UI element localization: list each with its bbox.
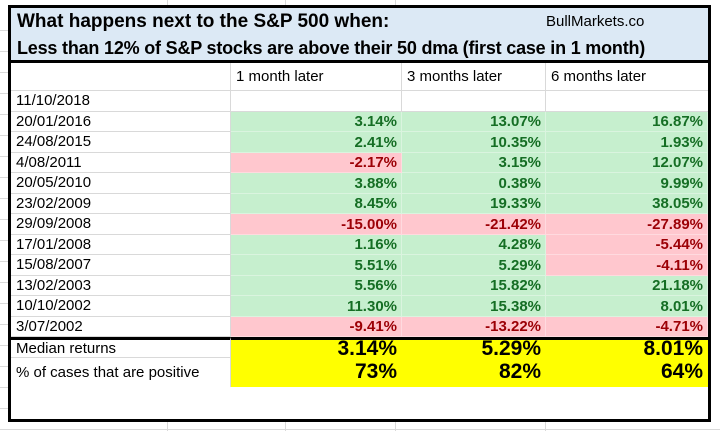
row-value-cell[interactable]: -13.22% <box>402 316 546 337</box>
sheet-gridlines-left <box>0 10 8 431</box>
row-date-cell[interactable]: 20/01/2016 <box>11 111 231 132</box>
sheet-gridline <box>545 422 546 431</box>
row-date-cell[interactable]: 13/02/2003 <box>11 275 231 296</box>
sheet-gridline <box>395 0 396 5</box>
median-3-months-cell[interactable]: 5.29% <box>402 337 546 358</box>
row-value-cell[interactable]: 4.28% <box>402 234 546 255</box>
column-header-1-month[interactable]: 1 month later <box>231 63 402 91</box>
pct-positive-label-cell[interactable]: % of cases that are positive <box>11 357 231 387</box>
row-value-cell[interactable]: 8.01% <box>546 296 708 317</box>
row-value-cell[interactable]: 5.56% <box>231 275 402 296</box>
row-value-cell[interactable]: 5.51% <box>231 255 402 276</box>
row-value-cell[interactable]: -2.17% <box>231 152 402 173</box>
row-value-cell[interactable]: 16.87% <box>546 111 708 132</box>
row-value-cell[interactable]: -15.00% <box>231 214 402 235</box>
row-value-cell[interactable]: -21.42% <box>402 214 546 235</box>
corner-cell[interactable] <box>11 63 231 91</box>
returns-table: What happens next to the S&P 500 when: L… <box>8 5 711 422</box>
row-value-cell[interactable]: 8.45% <box>231 193 402 214</box>
column-header-6-months[interactable]: 6 months later <box>546 63 708 91</box>
pct-positive-3-months-cell[interactable]: 82% <box>402 357 546 387</box>
row-value-cell[interactable]: -4.11% <box>546 255 708 276</box>
sheet-gridline <box>395 422 396 431</box>
brand-label: BullMarkets.co <box>546 13 645 30</box>
row-value-cell[interactable]: 3.15% <box>402 152 546 173</box>
row-value-cell[interactable]: -5.44% <box>546 234 708 255</box>
median-6-months-cell[interactable]: 8.01% <box>546 337 708 358</box>
row-date-cell[interactable]: 17/01/2008 <box>11 234 231 255</box>
sheet-gridline <box>285 422 286 431</box>
row-value-cell[interactable]: 5.29% <box>402 255 546 276</box>
row-date-cell[interactable]: 15/08/2007 <box>11 255 231 276</box>
sheet-gridline <box>167 0 168 5</box>
row-date-cell[interactable]: 29/09/2008 <box>11 214 231 235</box>
row-date-cell[interactable]: 3/07/2002 <box>11 316 231 337</box>
row-value-cell[interactable]: -9.41% <box>231 316 402 337</box>
row-value-cell[interactable]: 3.14% <box>231 111 402 132</box>
row-value-cell[interactable]: -27.89% <box>546 214 708 235</box>
row-value-cell[interactable] <box>546 91 708 112</box>
sheet-gridline <box>167 422 168 431</box>
data-grid: 1 month later 3 months later 6 months la… <box>11 63 708 416</box>
row-value-cell[interactable] <box>402 91 546 112</box>
row-value-cell[interactable]: 15.82% <box>402 275 546 296</box>
row-value-cell[interactable]: 38.05% <box>546 193 708 214</box>
pct-positive-1-month-cell[interactable]: 73% <box>231 357 402 387</box>
row-date-cell[interactable]: 10/10/2002 <box>11 296 231 317</box>
row-value-cell[interactable]: 0.38% <box>402 173 546 194</box>
row-date-cell[interactable]: 24/08/2015 <box>11 132 231 153</box>
column-header-3-months[interactable]: 3 months later <box>402 63 546 91</box>
row-value-cell[interactable]: 9.99% <box>546 173 708 194</box>
row-value-cell[interactable]: 2.41% <box>231 132 402 153</box>
median-1-month-cell[interactable]: 3.14% <box>231 337 402 358</box>
row-value-cell[interactable]: 10.35% <box>402 132 546 153</box>
median-returns-label-cell[interactable]: Median returns <box>11 337 231 358</box>
row-value-cell[interactable]: 1.16% <box>231 234 402 255</box>
row-value-cell[interactable] <box>231 91 402 112</box>
title-line-1: What happens next to the S&P 500 when: <box>17 11 390 32</box>
row-date-cell[interactable]: 11/10/2018 <box>11 91 231 112</box>
row-value-cell[interactable]: 15.38% <box>402 296 546 317</box>
row-date-cell[interactable]: 23/02/2009 <box>11 193 231 214</box>
row-date-cell[interactable]: 4/08/2011 <box>11 152 231 173</box>
sheet-gridline <box>285 0 286 5</box>
table-title-cell[interactable]: What happens next to the S&P 500 when: L… <box>11 8 708 63</box>
row-value-cell[interactable]: 21.18% <box>546 275 708 296</box>
row-value-cell[interactable]: 11.30% <box>231 296 402 317</box>
sheet-gridline <box>0 429 720 430</box>
row-value-cell[interactable]: 1.93% <box>546 132 708 153</box>
pct-positive-6-months-cell[interactable]: 64% <box>546 357 708 387</box>
row-date-cell[interactable]: 20/05/2010 <box>11 173 231 194</box>
row-value-cell[interactable]: 13.07% <box>402 111 546 132</box>
row-value-cell[interactable]: -4.71% <box>546 316 708 337</box>
row-value-cell[interactable]: 3.88% <box>231 173 402 194</box>
title-line-2: Less than 12% of S&P stocks are above th… <box>17 38 646 58</box>
row-value-cell[interactable]: 12.07% <box>546 152 708 173</box>
row-value-cell[interactable]: 19.33% <box>402 193 546 214</box>
